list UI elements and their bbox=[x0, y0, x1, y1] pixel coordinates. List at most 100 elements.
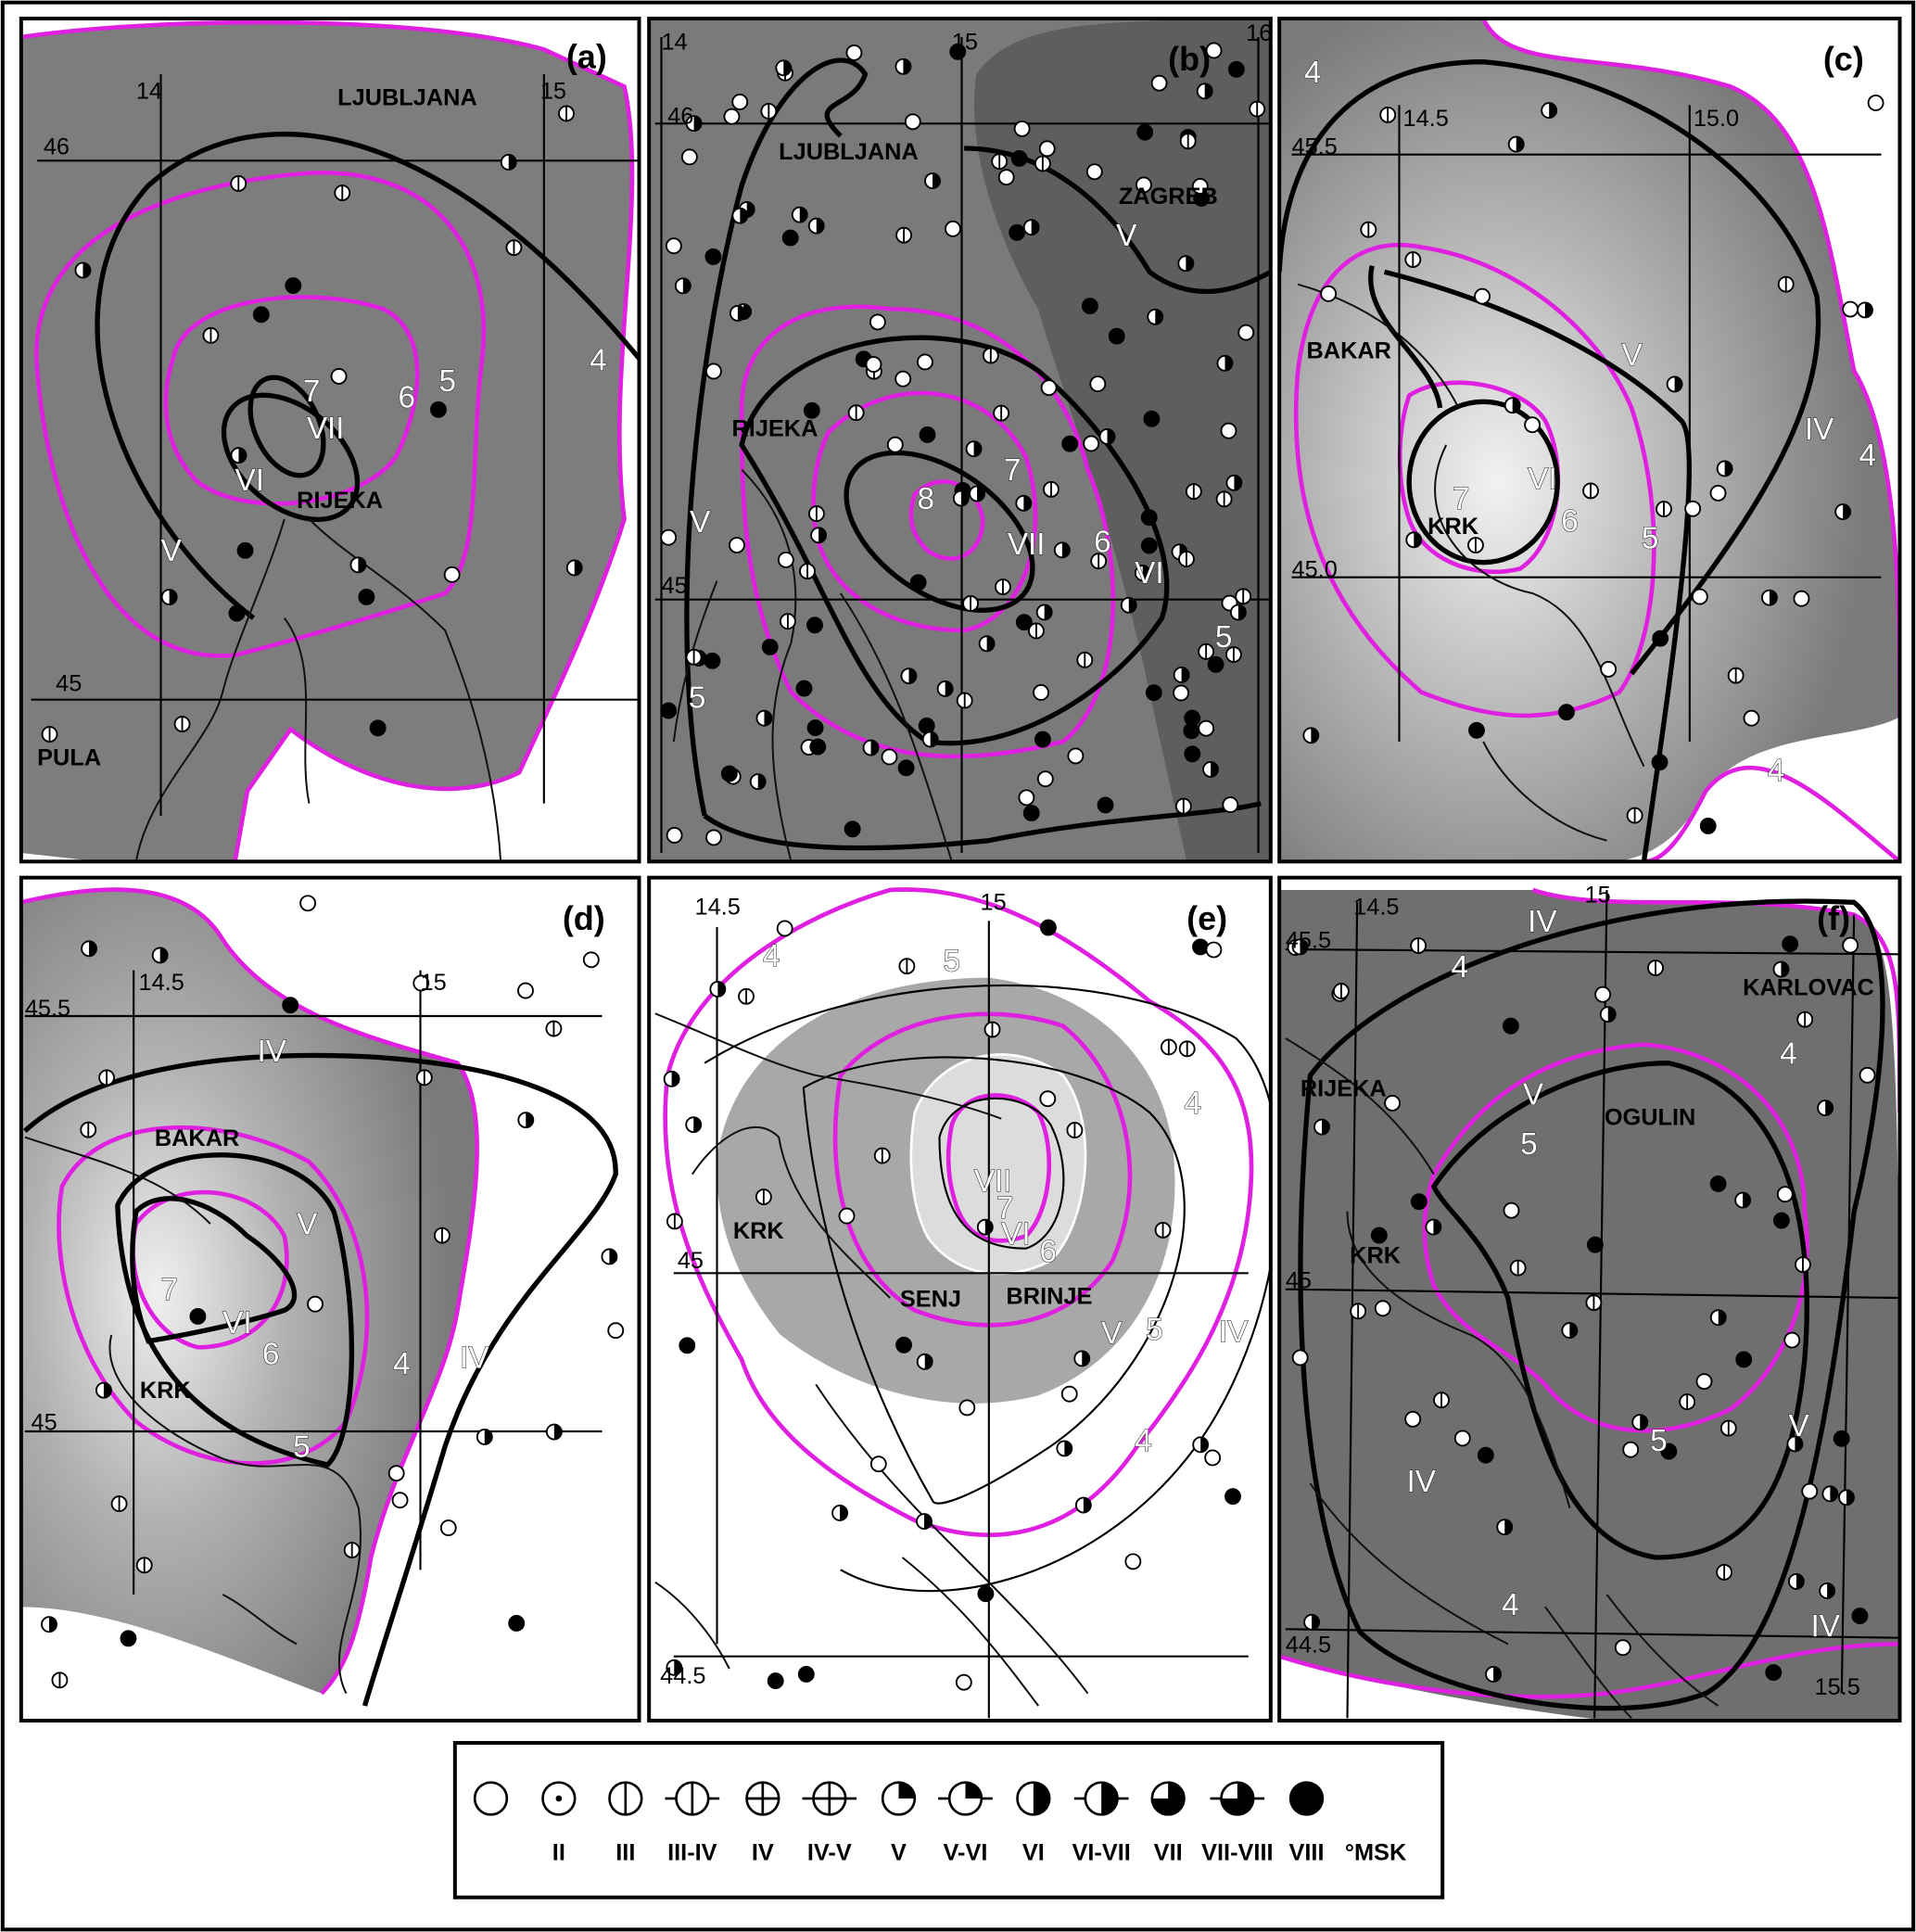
observation-point bbox=[1651, 754, 1669, 771]
observation-point bbox=[795, 680, 813, 697]
observation-point bbox=[120, 1630, 137, 1647]
observation-point bbox=[1370, 1227, 1388, 1244]
observation-point bbox=[803, 401, 820, 419]
intensity-label: 5 bbox=[944, 944, 961, 978]
point-fill bbox=[609, 1249, 617, 1265]
observation-point bbox=[869, 313, 886, 331]
observation-point bbox=[1140, 537, 1158, 554]
observation-point bbox=[729, 537, 745, 553]
point-fill bbox=[82, 262, 91, 278]
observation-point bbox=[1192, 938, 1209, 956]
observation-point bbox=[679, 1337, 696, 1354]
intensity-label: IV bbox=[460, 1341, 489, 1375]
intensity-label: 6 bbox=[1094, 525, 1111, 559]
observation-point bbox=[918, 717, 935, 734]
observation-point bbox=[919, 426, 936, 443]
intensity-label: 6 bbox=[1040, 1235, 1058, 1269]
observation-point bbox=[1503, 1201, 1520, 1219]
observation-point bbox=[865, 356, 882, 374]
observation-point bbox=[997, 169, 1015, 186]
legend: II III III-IV IV IV-V V V-VI VI VI-VII VII VII-VII… bbox=[473, 1781, 1407, 1866]
point-fill bbox=[924, 1354, 933, 1369]
point-fill bbox=[1107, 428, 1115, 444]
observation-point bbox=[607, 1322, 625, 1340]
point-fill bbox=[816, 218, 824, 234]
observation-point bbox=[1374, 1300, 1391, 1317]
point-fill bbox=[1128, 597, 1136, 613]
observation-point bbox=[704, 248, 722, 265]
observation-point bbox=[797, 1666, 815, 1683]
place-name: OGULIN bbox=[1605, 1104, 1696, 1130]
point-fill bbox=[1825, 1100, 1834, 1116]
point-fill bbox=[1781, 961, 1789, 977]
intensity-label: 4 bbox=[1768, 754, 1785, 788]
point-fill bbox=[693, 1117, 702, 1133]
point-fill bbox=[764, 710, 772, 726]
legend-unit: °MSK bbox=[1345, 1840, 1407, 1866]
observation-point bbox=[1184, 709, 1201, 727]
intensity-label: VI bbox=[235, 464, 265, 498]
observation-point bbox=[369, 719, 387, 737]
grid-label: 46 bbox=[667, 103, 693, 129]
legend-symbol bbox=[473, 1781, 509, 1816]
observation-point bbox=[1622, 1441, 1640, 1458]
observation-point bbox=[886, 436, 904, 453]
point-fill bbox=[1724, 461, 1732, 477]
observation-point bbox=[1085, 163, 1103, 181]
point-fill bbox=[977, 486, 985, 502]
legend-fill bbox=[1221, 1782, 1254, 1815]
grid-label: 14.5 bbox=[1353, 895, 1399, 921]
point-fill bbox=[1569, 1323, 1578, 1339]
observation-point bbox=[1291, 1349, 1309, 1366]
legend-label: IV-V bbox=[807, 1840, 852, 1866]
point-fill bbox=[1865, 302, 1873, 318]
legend-symbol bbox=[1288, 1781, 1325, 1816]
intensity-label: VII bbox=[1008, 527, 1046, 562]
observation-point bbox=[845, 44, 863, 61]
point-fill bbox=[1155, 309, 1163, 324]
place-name: BAKAR bbox=[155, 1125, 239, 1151]
point-fill bbox=[159, 947, 168, 963]
observation-point bbox=[1851, 1608, 1869, 1625]
observation-point bbox=[806, 719, 824, 737]
place-name: KRK bbox=[1427, 514, 1479, 540]
grid-label: 14 bbox=[136, 79, 162, 105]
point-fill bbox=[49, 1617, 57, 1633]
point-fill bbox=[484, 1429, 492, 1444]
intensity-label: 4 bbox=[1502, 1588, 1519, 1622]
point-fill bbox=[1795, 1436, 1803, 1452]
point-fill bbox=[1312, 1614, 1320, 1630]
observation-point bbox=[1097, 796, 1114, 814]
grid-label: 15 bbox=[1585, 882, 1611, 908]
grid-label: 44.5 bbox=[1286, 1633, 1331, 1659]
point-fill bbox=[1237, 604, 1246, 620]
point-fill bbox=[1044, 604, 1052, 620]
observation-point bbox=[1143, 410, 1161, 427]
point-fill bbox=[737, 305, 745, 321]
intensity-label: VI bbox=[222, 1306, 251, 1341]
grid-label: 14.5 bbox=[695, 895, 741, 921]
observation-point bbox=[1652, 629, 1669, 647]
point-fill bbox=[1023, 495, 1032, 511]
observation-point bbox=[1083, 435, 1100, 452]
legend-label: II bbox=[552, 1840, 565, 1866]
observation-point bbox=[1842, 300, 1859, 318]
point-fill bbox=[960, 490, 969, 506]
point-fill bbox=[89, 941, 97, 957]
grid-label: 45.5 bbox=[1286, 928, 1331, 954]
point-fill bbox=[1769, 590, 1777, 605]
point-fill bbox=[933, 173, 941, 189]
observation-point bbox=[1594, 985, 1612, 1003]
grid-label: 45.5 bbox=[25, 996, 70, 1022]
observation-point bbox=[1695, 1373, 1713, 1391]
point-fill bbox=[671, 1071, 679, 1087]
observation-point bbox=[299, 895, 317, 912]
observation-point bbox=[704, 362, 722, 380]
intensity-label: IV bbox=[1805, 413, 1834, 447]
point-fill bbox=[1083, 1497, 1091, 1513]
legend-label: III-IV bbox=[667, 1840, 717, 1866]
point-fill bbox=[1640, 1415, 1648, 1430]
panel-tag: (d) bbox=[563, 899, 605, 937]
point-fill bbox=[1795, 1573, 1804, 1589]
point-fill bbox=[986, 636, 995, 652]
